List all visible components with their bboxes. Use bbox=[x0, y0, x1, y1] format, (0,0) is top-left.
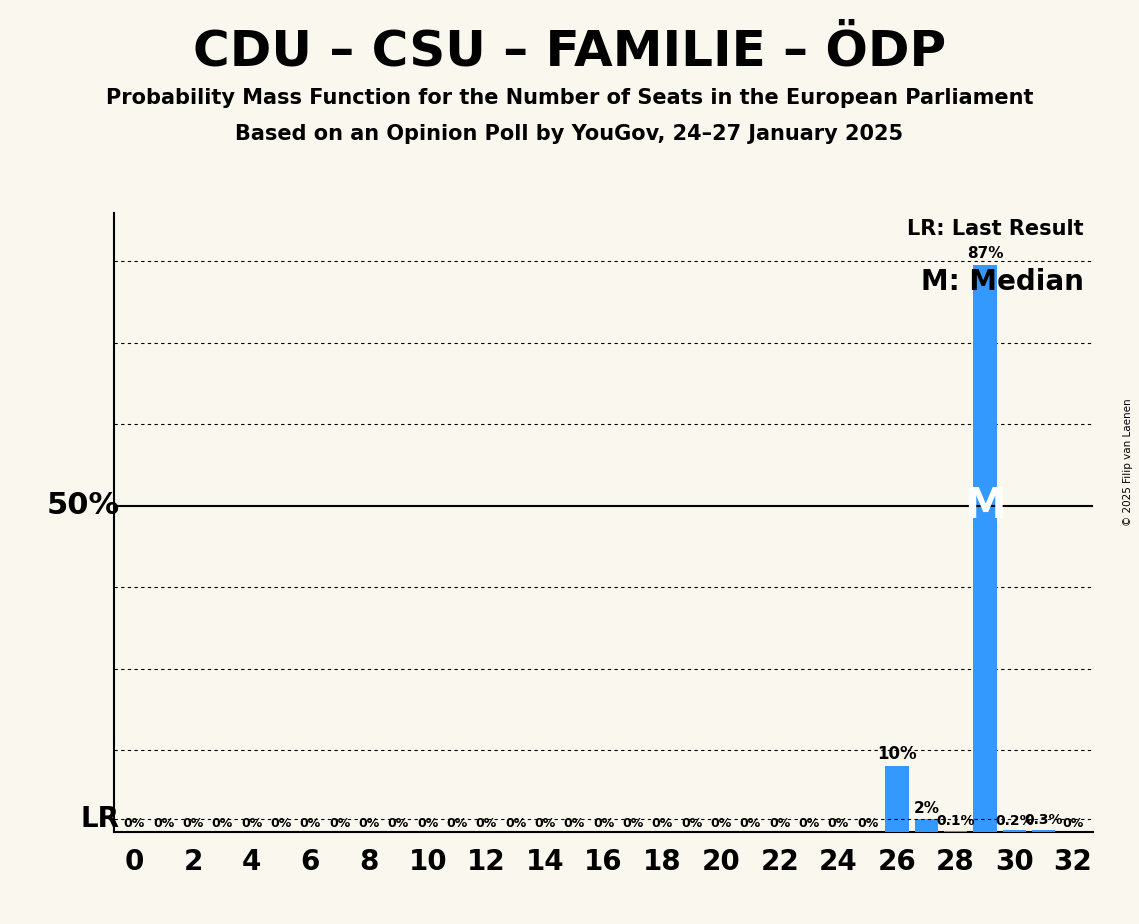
Text: CDU – CSU – FAMILIE – ÖDP: CDU – CSU – FAMILIE – ÖDP bbox=[192, 28, 947, 76]
Text: 0%: 0% bbox=[124, 817, 145, 830]
Text: 0%: 0% bbox=[359, 817, 379, 830]
Text: 0%: 0% bbox=[857, 817, 878, 830]
Text: 0%: 0% bbox=[417, 817, 439, 830]
Text: 0%: 0% bbox=[182, 817, 204, 830]
Text: 0%: 0% bbox=[798, 817, 820, 830]
Text: 0%: 0% bbox=[387, 817, 409, 830]
Bar bbox=[1002, 831, 1026, 832]
Text: 0%: 0% bbox=[828, 817, 849, 830]
Text: M: M bbox=[965, 485, 1006, 527]
Text: 0%: 0% bbox=[212, 817, 233, 830]
Text: LR: Last Result: LR: Last Result bbox=[907, 219, 1083, 238]
Text: 0%: 0% bbox=[1063, 817, 1083, 830]
Bar bbox=[915, 819, 939, 832]
Text: 0%: 0% bbox=[652, 817, 673, 830]
Text: 0%: 0% bbox=[446, 817, 468, 830]
Text: 0%: 0% bbox=[270, 817, 292, 830]
Text: 0.1%: 0.1% bbox=[936, 814, 975, 828]
Text: © 2025 Filip van Laenen: © 2025 Filip van Laenen bbox=[1123, 398, 1133, 526]
Text: 0%: 0% bbox=[241, 817, 262, 830]
Text: 0%: 0% bbox=[534, 817, 556, 830]
Text: M: Median: M: Median bbox=[920, 268, 1083, 297]
Text: 0.3%: 0.3% bbox=[1024, 813, 1063, 827]
Text: 50%: 50% bbox=[47, 492, 120, 520]
Text: 0%: 0% bbox=[622, 817, 644, 830]
Text: 0%: 0% bbox=[505, 817, 526, 830]
Text: Probability Mass Function for the Number of Seats in the European Parliament: Probability Mass Function for the Number… bbox=[106, 88, 1033, 108]
Text: 0%: 0% bbox=[711, 817, 731, 830]
Text: 0%: 0% bbox=[739, 817, 761, 830]
Text: 0%: 0% bbox=[593, 817, 614, 830]
Bar bbox=[885, 766, 909, 832]
Text: 0%: 0% bbox=[769, 817, 790, 830]
Bar bbox=[1032, 830, 1056, 832]
Text: 2%: 2% bbox=[913, 801, 940, 816]
Text: 0%: 0% bbox=[564, 817, 585, 830]
Text: 0%: 0% bbox=[329, 817, 351, 830]
Text: 0%: 0% bbox=[476, 817, 497, 830]
Text: 0%: 0% bbox=[681, 817, 703, 830]
Bar bbox=[973, 264, 997, 832]
Text: LR: LR bbox=[81, 805, 120, 833]
Text: 0%: 0% bbox=[300, 817, 321, 830]
Text: Based on an Opinion Poll by YouGov, 24–27 January 2025: Based on an Opinion Poll by YouGov, 24–2… bbox=[236, 124, 903, 144]
Text: 10%: 10% bbox=[877, 745, 917, 762]
Text: 0.2%: 0.2% bbox=[995, 814, 1033, 828]
Text: 0%: 0% bbox=[153, 817, 174, 830]
Text: 87%: 87% bbox=[967, 246, 1003, 261]
